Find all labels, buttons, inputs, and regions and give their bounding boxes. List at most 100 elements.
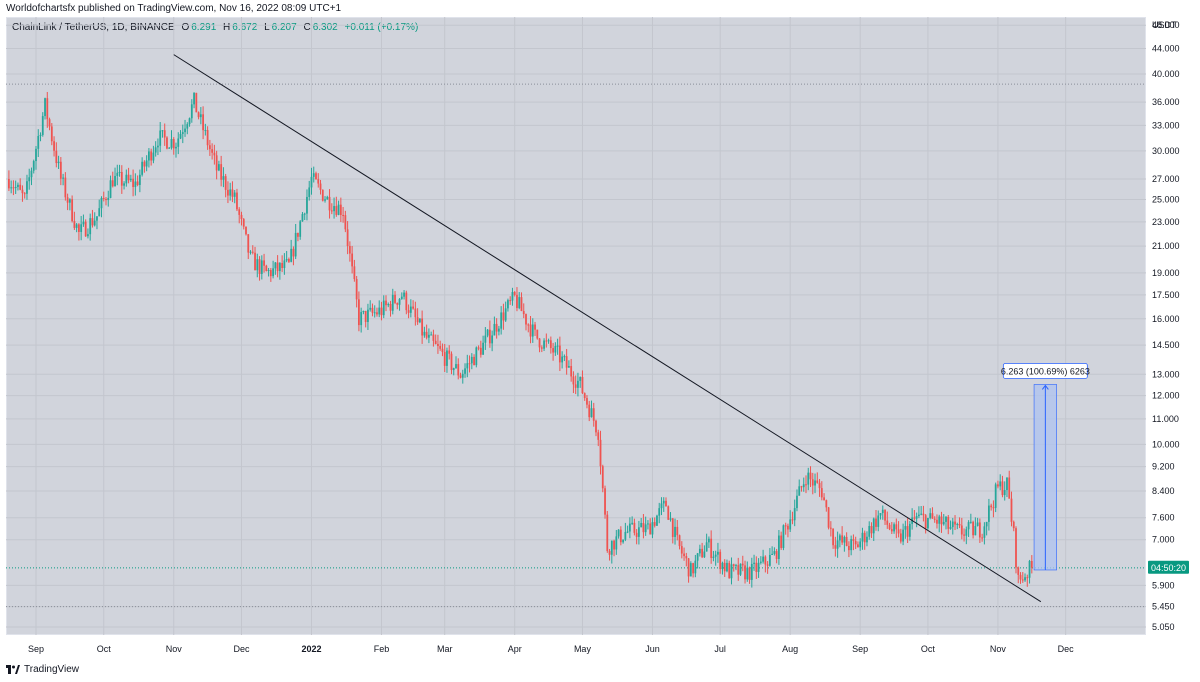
candle-body <box>613 540 615 550</box>
candle-body <box>881 509 884 514</box>
candle-body <box>710 538 713 558</box>
candle-body <box>312 173 315 177</box>
candle-body <box>698 548 701 554</box>
candle-body <box>109 180 112 198</box>
candle-body <box>1008 477 1011 499</box>
candle-body <box>62 177 64 179</box>
candle-body <box>179 133 182 139</box>
candle-body <box>796 495 798 509</box>
candle-body <box>50 126 53 142</box>
candle-body <box>649 523 652 535</box>
footer-brand: TradingView <box>24 664 80 675</box>
candle-body <box>651 522 654 535</box>
candle-body <box>272 268 274 277</box>
candle-body <box>748 567 751 580</box>
candle-body <box>387 303 390 306</box>
candle-body <box>563 356 566 358</box>
candle-body <box>920 513 923 515</box>
y-tick-label: 7.600 <box>1152 513 1175 523</box>
candle-body <box>30 170 33 178</box>
candle-body <box>78 224 80 232</box>
price-scale[interactable] <box>1146 17 1200 635</box>
candle-body <box>1026 577 1029 579</box>
y-tick-label: 8.400 <box>1152 486 1175 496</box>
candle-body <box>857 544 859 548</box>
candle-body <box>678 535 681 547</box>
candle-body <box>335 206 338 215</box>
range-measure-label: 6.263 (100.69%) 6263 <box>1001 366 1090 376</box>
candle-body <box>391 294 394 311</box>
candle-body <box>373 312 376 314</box>
candle-body <box>367 309 369 323</box>
candle-body <box>714 554 717 557</box>
candle-body <box>163 130 166 138</box>
candle-body <box>789 519 792 530</box>
candle-body <box>21 189 24 194</box>
candle-body <box>403 292 405 297</box>
candle-body <box>134 181 137 187</box>
candle-body <box>342 215 344 217</box>
candle-body <box>82 221 85 225</box>
plot-layer <box>6 17 1146 635</box>
candle-body <box>708 538 710 543</box>
candle-body <box>319 183 322 190</box>
candle-body <box>893 524 895 532</box>
candle-body <box>382 300 385 316</box>
candle-body <box>558 345 561 363</box>
candle-body <box>554 346 557 353</box>
x-tick-label: Sep <box>852 644 868 654</box>
candle-body <box>906 526 909 537</box>
candle-body <box>141 161 144 175</box>
candle-body <box>579 376 582 381</box>
candle-body <box>161 130 164 132</box>
candle-body <box>306 196 308 214</box>
chart-plot-area[interactable] <box>6 17 1146 635</box>
candle-body <box>635 532 638 537</box>
range-measure-arrowhead <box>1041 384 1049 390</box>
candle-body <box>59 161 62 179</box>
candle-body <box>717 551 719 555</box>
candle-body <box>475 347 478 366</box>
candle-body <box>525 314 527 325</box>
candle-body <box>784 525 787 527</box>
candle-body <box>513 292 516 295</box>
candle-body <box>46 98 49 120</box>
time-scale[interactable] <box>6 635 1146 661</box>
candle-body <box>836 540 839 549</box>
candle-body <box>838 535 841 541</box>
candle-body <box>536 329 539 339</box>
candle-body <box>358 299 360 326</box>
candle-body <box>265 265 268 272</box>
legend-symbol: ChainLink / TetherUS, 1D, BINANCE <box>12 22 175 33</box>
candle-body <box>940 516 943 525</box>
candle-body <box>26 181 28 194</box>
candle-body <box>249 251 252 253</box>
candle-body <box>498 328 500 332</box>
candle-body <box>100 197 103 209</box>
candle-body <box>809 472 812 480</box>
candle-body <box>802 484 805 488</box>
candle-body <box>755 562 758 572</box>
candle-body <box>385 300 387 306</box>
candle-body <box>936 519 938 524</box>
candle-body <box>669 518 672 520</box>
candle-body <box>364 310 367 323</box>
candle-body <box>479 347 482 355</box>
candle-body <box>660 503 663 509</box>
candle-body <box>942 521 945 525</box>
candle-body <box>816 480 819 483</box>
candle-body <box>656 515 658 526</box>
candle-body <box>8 178 10 189</box>
candle-body <box>988 505 990 522</box>
candle-body <box>750 563 753 580</box>
candle-body <box>531 324 534 337</box>
y-tick-label: 27.000 <box>1152 174 1180 184</box>
candle-body <box>547 340 550 342</box>
candle-body <box>114 175 116 187</box>
candle-body <box>518 297 521 309</box>
y-tick-label: 19.000 <box>1152 268 1180 278</box>
candle-body <box>552 348 554 353</box>
candle-body <box>683 553 685 557</box>
candle-body <box>915 516 918 519</box>
y-tick-label: 36.000 <box>1152 97 1180 107</box>
